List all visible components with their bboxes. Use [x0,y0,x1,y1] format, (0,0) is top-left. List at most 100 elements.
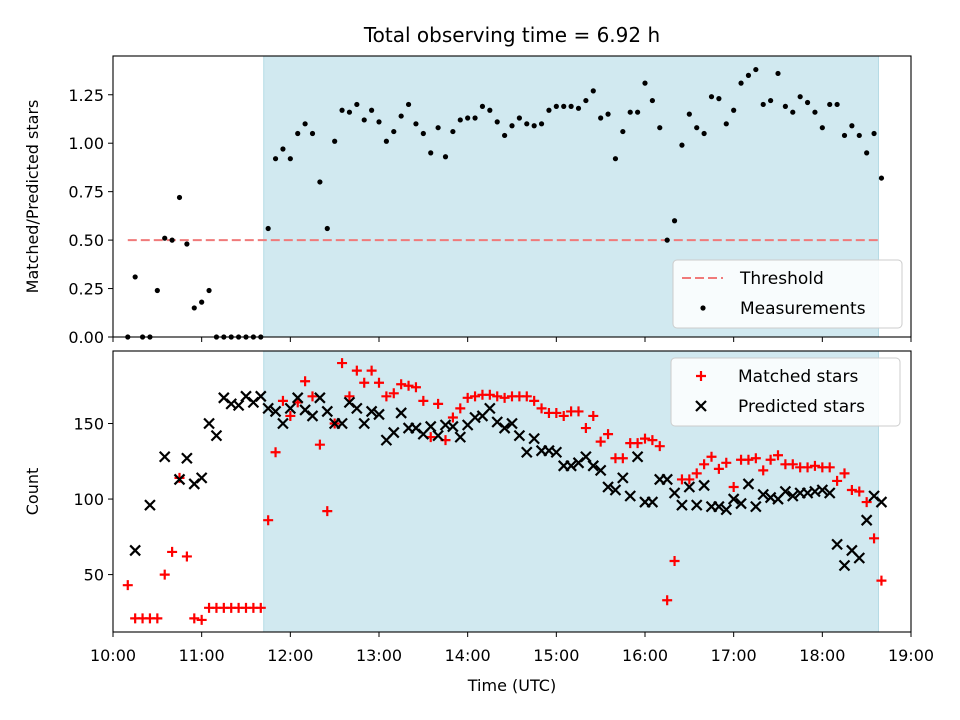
measurement-point [745,72,752,78]
matched-stars-point [640,433,650,444]
predicted-stars-point [617,472,629,484]
x-tick-label: 16:00 [622,646,668,665]
predicted-stars-point [388,426,400,439]
matched-stars-point [773,450,783,461]
predicted-stars-point [454,431,467,443]
measurement-point [302,121,308,127]
y-tick-label: 0.00 [68,328,104,347]
predicted-stars-point [602,481,614,493]
matched-stars-point [189,613,200,624]
matched-stars-point [152,613,163,624]
predicted-stars-point [580,450,592,463]
matched-stars-point [337,358,348,369]
measurement-point [169,237,175,243]
measurement-point [346,109,353,115]
matched-stars-point [255,602,266,613]
predicted-stars-point [587,460,600,472]
legend-label: Predicted stars [738,397,865,417]
chart-title: Total observing time = 6.92 h [363,23,660,47]
measurement-point [827,101,833,108]
measurement-point [612,156,619,162]
predicted-stars-point [181,452,193,465]
predicted-stars-point [787,490,799,502]
matched-stars-point [403,380,414,391]
measurement-point [856,132,862,139]
y-tick-label: 150 [73,415,104,434]
matched-stars-point [743,454,754,465]
matched-stars-point [846,484,857,495]
predicted-stars-point [484,402,496,415]
legend-matched-swatch [696,371,706,381]
predicted-stars-point [203,417,215,430]
predicted-stars-point [232,399,245,412]
matched-stars-point [580,423,591,434]
measurement-point [738,80,744,86]
predicted-stars-point [255,390,267,403]
matched-stars-point [728,481,739,492]
measurement-point [760,101,766,108]
matched-stars-point [263,515,274,526]
bottom-panel: 10:00 11:00 12:00 13:00 14:00 15:00 16:00 17:00… [23,350,934,695]
matched-stars-point [388,388,399,399]
matched-stars-point [595,436,606,447]
measurement-point [435,125,441,131]
measurement-point [376,119,382,125]
matched-stars-point [492,391,503,402]
predicted-stars-point [661,473,673,486]
y-tick-label: 100 [73,490,104,509]
matched-stars-point [699,459,710,470]
predicted-stars-point [144,499,156,511]
matched-stars-point [396,379,407,390]
x-tick-label: 13:00 [356,646,402,665]
measurement-point [516,115,522,121]
matched-stars-point [381,391,392,402]
predicted-stars-point [358,417,370,430]
measurement-point [280,146,286,152]
matched-stars-point [654,441,665,452]
y-tick-label: 0.75 [68,183,104,202]
measurement-point [405,101,412,108]
legend-label: Threshold [739,269,824,289]
measurement-point [265,225,271,232]
measurement-point [723,121,729,127]
matched-stars-point [314,439,325,450]
predicted-stars-point [727,493,740,505]
matched-stars-point [809,460,820,471]
predicted-stars-point [447,420,459,433]
measurement-point [420,130,426,137]
matched-stars-point [470,391,481,402]
predicted-stars-point [690,499,703,511]
measurement-point [878,175,885,181]
x-tick-label: 12:00 [267,646,313,665]
matched-stars-point [484,389,495,400]
measurement-point [679,142,685,148]
measurement-point [790,109,796,115]
measurement-point [561,103,567,109]
matched-stars-point [536,403,547,414]
predicted-stars-point [365,405,378,418]
predicted-stars-point [262,402,274,415]
measurement-point [339,107,345,113]
x-tick-label: 17:00 [711,646,757,665]
matched-stars-point [765,454,776,465]
matched-stars-point [322,506,333,517]
matched-stars-point [721,457,732,468]
x-tick-label: 14:00 [445,646,491,665]
predicted-stars-point [158,450,171,463]
measurement-point [671,218,678,224]
measurement-point [324,225,330,232]
predicted-stars-point [823,487,836,499]
predicted-stars-point [291,392,304,404]
matched-stars-point [802,462,813,473]
measurement-point [502,132,508,139]
y-tick-label: 0.50 [68,231,104,250]
measurement-point [568,103,574,109]
matched-stars-point [706,451,717,462]
matched-stars-point [499,392,510,403]
matched-stars-point [270,447,281,458]
matched-stars-point [876,575,887,586]
predicted-stars-point [594,464,607,477]
x-axis-label: Time (UTC) [467,676,556,695]
predicted-stars-point [513,429,526,442]
